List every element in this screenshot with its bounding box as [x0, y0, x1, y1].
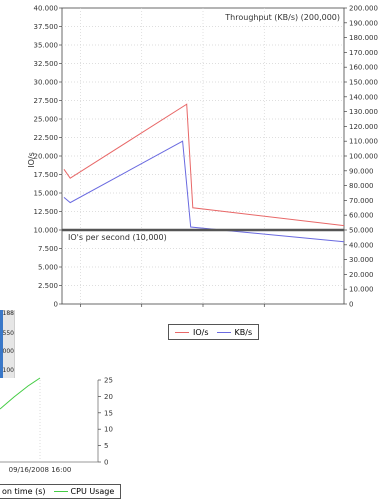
cpu-y-tick-label: 20 [104, 393, 113, 401]
y-tick-label: 2.500 [38, 282, 58, 290]
chart-legend: IO/s KB/s [168, 324, 260, 340]
y2-tick-label: 60.000 [349, 212, 374, 220]
y-axis-ticks: 0 2.500 5.000 7.500 10.000 12.500 15.000 17.500… [34, 5, 62, 309]
y-tick-label: 20.000 [34, 153, 59, 161]
y-tick-label: 37.500 [34, 23, 59, 31]
y2-tick-label: 40.000 [349, 241, 374, 249]
cpu-y-ticks: 0 5 10 15 20 25 [98, 377, 113, 467]
y-tick-label: 22.500 [34, 134, 59, 142]
y2-tick-label: 140.000 [349, 93, 378, 101]
y-tick-label: 40.000 [34, 5, 59, 13]
cpu-legend: on time (s) CPU Usage [0, 484, 122, 499]
y2-tick-label: 120.000 [349, 123, 378, 131]
y2-tick-label: 180.000 [349, 34, 378, 42]
y-tick-label: 7.500 [38, 245, 58, 253]
y2-tick-label: 10.000 [349, 286, 374, 294]
series-lines [63, 103, 345, 243]
y2-tick-label: 130.000 [349, 108, 378, 116]
y2-tick-label: 90.000 [349, 167, 374, 175]
y-tick-label: 32.500 [34, 60, 59, 68]
y-tick-label: 10.000 [34, 227, 59, 235]
x-axis-ticks: 09/16/2008 14:3009/16/2008 15:0009/16/20… [51, 304, 293, 310]
y-tick-label: 17.500 [34, 171, 59, 179]
y-tick-label: 30.000 [34, 79, 59, 87]
cpu-legend-item-time: on time (s) [2, 487, 46, 496]
x-tick-label: 09/16/2008 15:30 [174, 309, 232, 310]
y2-tick-label: 20.000 [349, 271, 374, 279]
throughput-annotation: Throughput (KB/s) (200,000) [224, 13, 340, 22]
y2-axis-ticks: 0 10.000 20.000 30.000 40.000 50.000 60.000 70.… [344, 5, 378, 309]
y2-tick-label: 190.000 [349, 19, 378, 27]
series-line-kbs [63, 140, 345, 243]
legend-item-io: IO/s [175, 328, 209, 337]
x-tick-label: 09/16/2008 14:30 [51, 309, 109, 310]
cpu-y-tick-label: 0 [104, 459, 108, 467]
y2-tick-label: 100.000 [349, 153, 378, 161]
cpu-y-tick-label: 25 [104, 377, 113, 385]
y-tick-label: 25.000 [34, 116, 59, 124]
cpu-usage-chart: 0 5 10 15 20 25 09/16/2008 16:00 [0, 377, 113, 474]
y-tick-label: 0 [54, 301, 58, 309]
y2-tick-label: 160.000 [349, 64, 378, 72]
cpu-y-tick-label: 15 [104, 409, 113, 417]
y2-tick-label: 0 [349, 301, 353, 309]
y2-tick-label: 80.000 [349, 182, 374, 190]
y2-tick-label: 50.000 [349, 227, 374, 235]
x-tick-label: 09/16/2008 16:00 [235, 309, 293, 310]
y-axis-label: IO/s [27, 152, 36, 168]
series-line-ios [63, 103, 345, 227]
io-throughput-chart: 0 2.500 5.000 7.500 10.000 12.500 15.000 17.500… [27, 4, 378, 310]
left-panel-value: 100 [2, 367, 14, 374]
io-annotation: IO's per second (10,000) [68, 233, 167, 242]
cpu-usage-line [0, 377, 41, 410]
grid [62, 8, 344, 304]
y-tick-label: 5.000 [38, 264, 58, 272]
x-tick-label: 09/16/2008 15:00 [113, 309, 171, 310]
cpu-y-tick-label: 5 [104, 442, 108, 450]
left-panel-value: 550 [2, 330, 14, 337]
legend-item-kbs: KB/s [216, 328, 252, 337]
y2-tick-label: 70.000 [349, 197, 374, 205]
cpu-legend-item-usage: CPU Usage [70, 487, 115, 496]
y2-tick-label: 30.000 [349, 256, 374, 264]
y-tick-label: 27.500 [34, 97, 59, 105]
y2-tick-label: 170.000 [349, 49, 378, 57]
y2-tick-label: 200.000 [349, 5, 378, 13]
y-tick-label: 12.500 [34, 208, 59, 216]
y2-tick-label: 110.000 [349, 138, 378, 146]
y-tick-label: 35.000 [34, 42, 59, 50]
left-panel-value: 188 [2, 310, 14, 317]
left-panel-value: 000 [2, 348, 14, 355]
y-tick-label: 15.000 [34, 190, 59, 198]
cpu-y-tick-label: 10 [104, 426, 113, 434]
cpu-x-tick-label: 09/16/2008 16:00 [9, 466, 72, 474]
y2-tick-label: 150.000 [349, 79, 378, 87]
